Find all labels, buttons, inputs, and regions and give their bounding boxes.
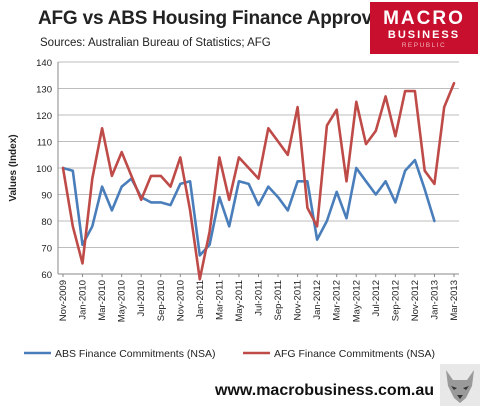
- x-tick-label: May-2012: [351, 280, 362, 322]
- logo-line-2: BUSINESS: [387, 29, 461, 41]
- x-tick-label: Nov-2011: [293, 280, 304, 321]
- x-tick-label: Sep-2010: [156, 280, 167, 321]
- y-tick-label: 140: [36, 58, 52, 69]
- x-tick-label: Jul-2012: [371, 280, 382, 316]
- footer-url: www.macrobusiness.com.au: [215, 382, 435, 399]
- abs-series-line: [61, 158, 436, 257]
- x-tick-label: Jan-2013: [429, 280, 440, 320]
- y-axis-label: Values (Index): [8, 134, 19, 201]
- x-tick-label: May-2010: [117, 280, 128, 322]
- chart-title: AFG vs ABS Housing Finance Approvals: [38, 8, 398, 29]
- x-tick-label: Nov-2009: [58, 280, 69, 321]
- legend-label-afg: AFG Finance Commitments (NSA): [274, 348, 435, 360]
- wolf-logo-icon: [440, 364, 480, 406]
- x-tick-label: May-2011: [234, 280, 245, 322]
- macrobusiness-logo: MACRO BUSINESS REPUBLIC: [370, 2, 478, 54]
- y-axis-ticks: 60 70 80 90 100 110 120 130 140: [36, 58, 52, 281]
- x-tick-label: Nov-2010: [175, 280, 186, 321]
- y-tick-label: 90: [41, 191, 52, 202]
- x-tick-label: Mar-2013: [449, 280, 460, 321]
- x-tick-label: Nov-2012: [410, 280, 421, 321]
- y-tick-label: 110: [37, 138, 52, 149]
- x-tick-label: Jan-2012: [312, 280, 323, 320]
- logo-line-1: MACRO: [383, 8, 465, 29]
- x-tick-label: Jan-2010: [78, 280, 89, 320]
- y-tick-label: 70: [41, 244, 52, 255]
- x-tick-label: Jul-2011: [254, 280, 265, 316]
- x-tick-label: Sep-2011: [273, 280, 284, 321]
- x-tick-label: Jul-2010: [136, 280, 147, 316]
- y-tick-label: 60: [41, 270, 52, 281]
- legend: ABS Finance Commitments (NSA) AFG Finance…: [24, 348, 435, 360]
- x-axis-ticks: Nov-2009 Jan-2010 Mar-2010 May-2010 Jul-2010…: [58, 274, 460, 322]
- y-tick-label: 120: [36, 111, 52, 122]
- grid-lines: [57, 61, 459, 275]
- y-tick-label: 130: [36, 85, 52, 96]
- x-tick-label: Mar-2012: [332, 280, 343, 321]
- legend-label-abs: ABS Finance Commitments (NSA): [55, 348, 215, 360]
- afg-series-line: [61, 81, 456, 281]
- x-tick-label: Jan-2011: [195, 280, 206, 319]
- y-tick-label: 80: [41, 217, 52, 228]
- chart-subtitle: Sources: Australian Bureau of Statistics…: [40, 37, 271, 49]
- logo-line-3: REPUBLIC: [401, 42, 447, 49]
- x-tick-label: Mar-2010: [97, 280, 108, 321]
- x-tick-label: Mar-2011: [214, 280, 225, 320]
- series-lines: [61, 81, 456, 281]
- x-tick-label: Sep-2012: [390, 280, 401, 321]
- y-tick-label: 100: [36, 164, 52, 175]
